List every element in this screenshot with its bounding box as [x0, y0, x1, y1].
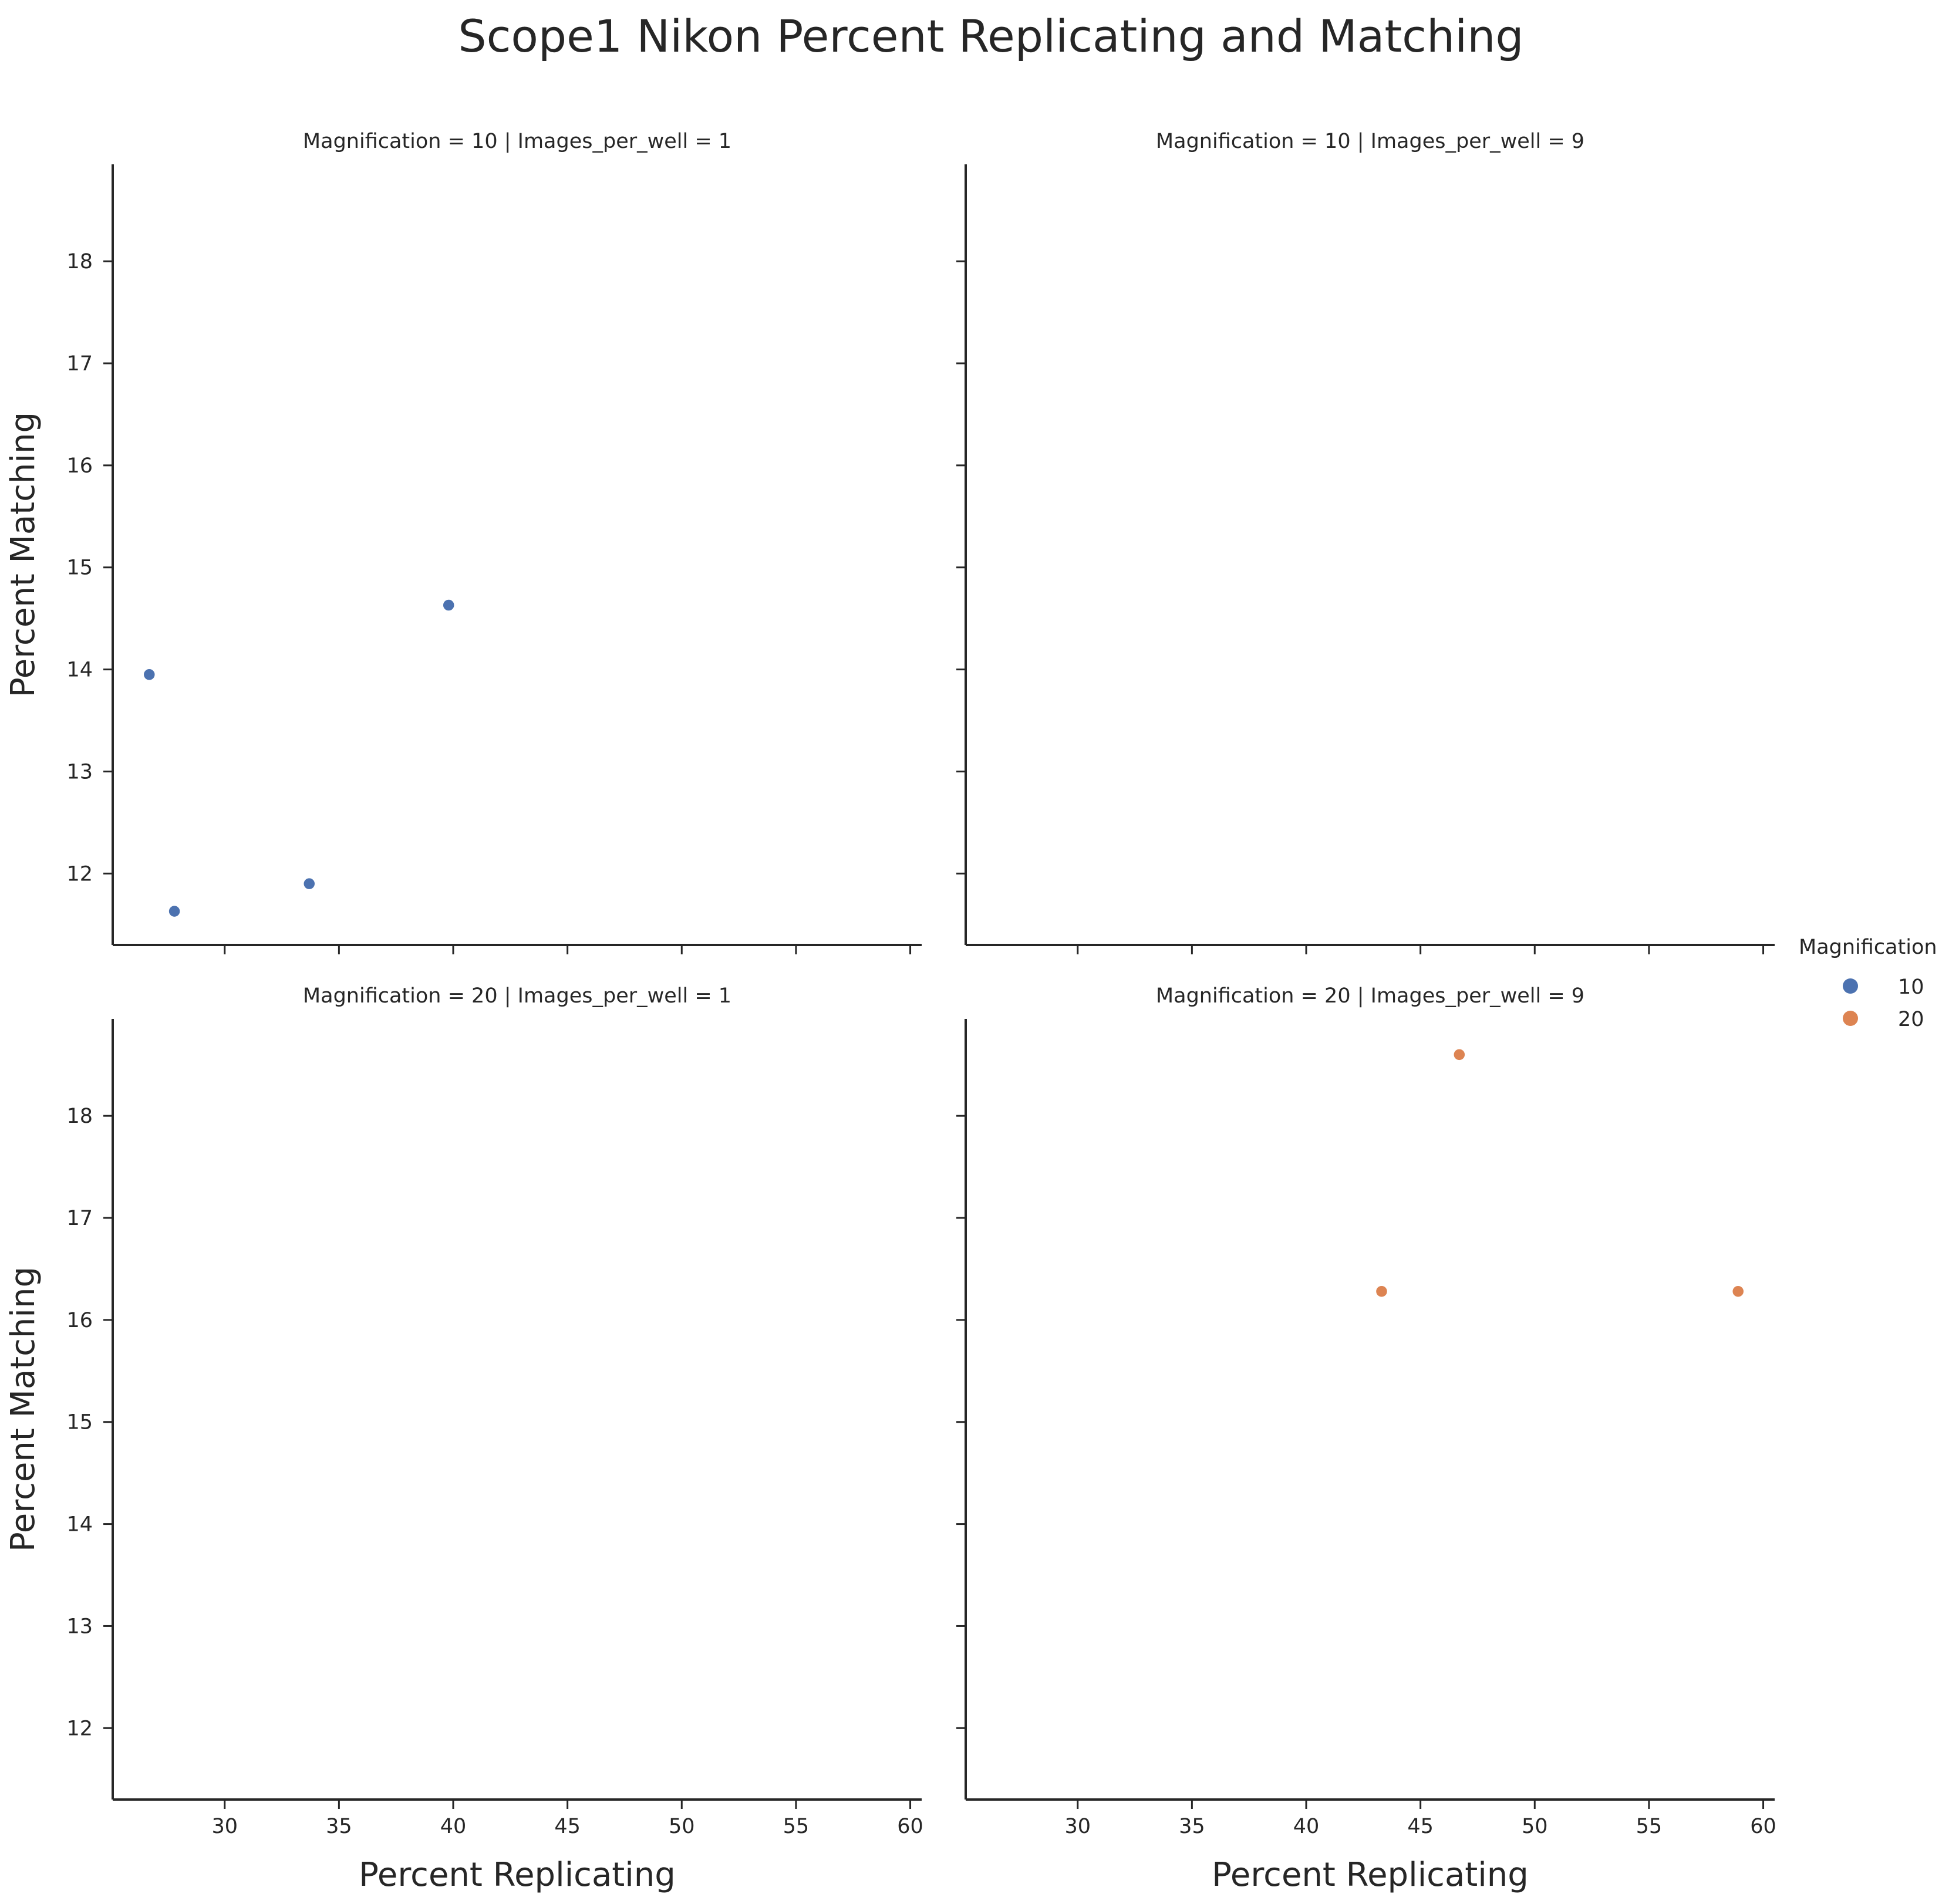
- x-tick-label: 40: [440, 1815, 467, 1838]
- x-tick-label: 55: [1636, 1815, 1663, 1838]
- x-axis-label: Percent Replicating: [1212, 1856, 1529, 1894]
- y-tick-label: 13: [66, 1615, 93, 1638]
- x-tick-label: 40: [1293, 1815, 1320, 1838]
- legend-title: Magnification: [1799, 936, 1937, 959]
- data-point: [442, 599, 455, 612]
- y-tick-label: 14: [66, 1513, 93, 1537]
- chart-title: Scope1 Nikon Percent Replicating and Mat…: [458, 10, 1523, 62]
- x-tick-label: 45: [1407, 1815, 1434, 1838]
- facet-panel-1: Magnification = 10 | Images_per_well = 1…: [4, 130, 922, 954]
- y-axis-label: Percent Matching: [4, 412, 42, 697]
- y-tick-label: 13: [66, 760, 93, 784]
- y-tick-label: 16: [66, 1309, 93, 1332]
- data-point: [1375, 1285, 1388, 1298]
- facet-panels: Magnification = 10 | Images_per_well = 1…: [4, 130, 1776, 1894]
- y-tick-label: 12: [66, 862, 93, 886]
- legend-label-10: 10: [1898, 975, 1924, 999]
- x-axis-label: Percent Replicating: [359, 1856, 676, 1894]
- facet-title: Magnification = 10 | Images_per_well = 9: [1156, 130, 1584, 153]
- x-tick-label: 30: [1064, 1815, 1091, 1838]
- data-point: [168, 904, 181, 918]
- x-tick-label: 55: [783, 1815, 810, 1838]
- legend-marker-20: [1843, 1011, 1858, 1026]
- y-axis-label: Percent Matching: [4, 1267, 42, 1552]
- x-tick-label: 45: [554, 1815, 581, 1838]
- data-point: [303, 877, 316, 890]
- data-point: [1731, 1285, 1745, 1298]
- y-tick-label: 14: [66, 659, 93, 682]
- x-tick-label: 60: [1750, 1815, 1776, 1838]
- y-tick-label: 18: [66, 1105, 93, 1128]
- facet-title: Magnification = 20 | Images_per_well = 1: [303, 984, 731, 1008]
- x-tick-label: 30: [211, 1815, 238, 1838]
- y-tick-label: 15: [66, 556, 93, 580]
- facet-panel-4: Magnification = 20 | Images_per_well = 9…: [956, 984, 1776, 1894]
- y-tick-label: 17: [66, 1207, 93, 1230]
- x-tick-label: 50: [1522, 1815, 1548, 1838]
- legend-marker-10: [1843, 978, 1858, 994]
- x-tick-label: 50: [669, 1815, 695, 1838]
- x-tick-label: 35: [326, 1815, 352, 1838]
- facet-panel-3: Magnification = 20 | Images_per_well = 1…: [4, 984, 923, 1894]
- legend: Magnification 10 20: [1799, 936, 1937, 1031]
- facet-panel-2: Magnification = 10 | Images_per_well = 9: [956, 130, 1775, 954]
- y-tick-label: 16: [66, 454, 93, 478]
- x-tick-label: 35: [1179, 1815, 1205, 1838]
- x-tick-label: 60: [897, 1815, 923, 1838]
- y-tick-label: 12: [66, 1717, 93, 1740]
- y-tick-label: 18: [66, 250, 93, 274]
- data-point: [143, 668, 156, 681]
- data-point: [1453, 1048, 1466, 1061]
- facet-title: Magnification = 10 | Images_per_well = 1: [303, 130, 731, 153]
- facet-title: Magnification = 20 | Images_per_well = 9: [1156, 984, 1584, 1008]
- legend-label-20: 20: [1898, 1008, 1924, 1031]
- y-tick-label: 17: [66, 352, 93, 376]
- y-tick-label: 15: [66, 1411, 93, 1434]
